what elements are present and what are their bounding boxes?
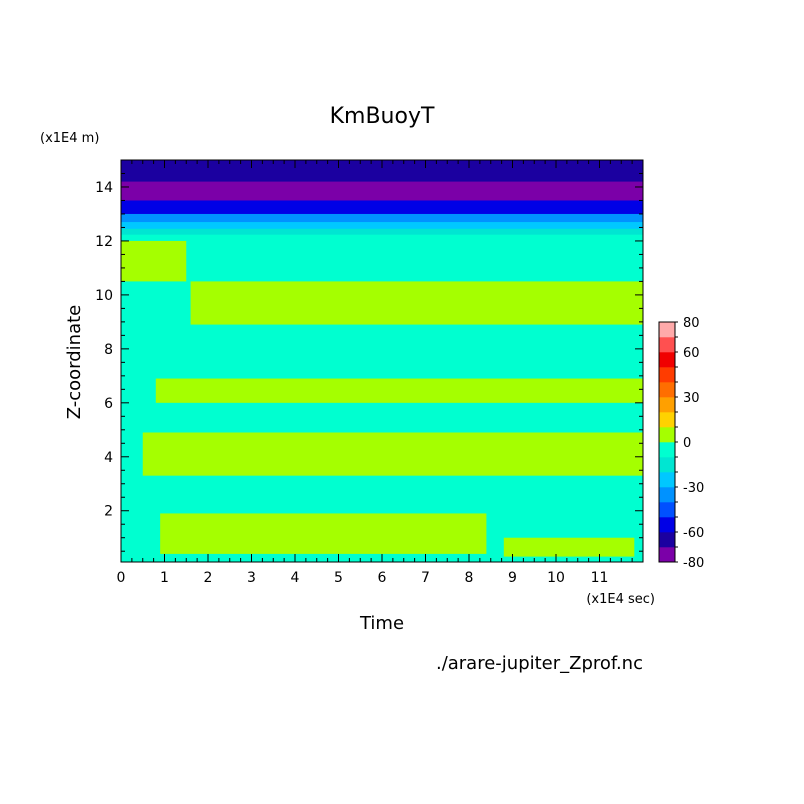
x-tick-label: 6 <box>378 570 387 586</box>
x-tick-label: 10 <box>547 570 565 586</box>
top-layer-2 <box>121 200 643 215</box>
x-tick-label: 4 <box>291 570 300 586</box>
x-tick-label: 5 <box>334 570 343 586</box>
colorbar-label: 0 <box>683 436 691 451</box>
y-unit-label: (x1E4 m) <box>40 131 99 146</box>
x-tick-label: 2 <box>204 570 213 586</box>
y-tick-label: 10 <box>95 288 113 304</box>
y-axis: 2 4 6 8 10 12 14 <box>95 159 643 552</box>
y-tick-label: 6 <box>104 396 113 412</box>
chart-title: KmBuoyT <box>330 104 435 129</box>
colorbar-segment <box>659 532 675 548</box>
top-layer-1 <box>121 181 643 201</box>
colorbar-segment <box>659 397 675 413</box>
colorbar-segment <box>659 382 675 398</box>
plot-area <box>120 159 644 563</box>
colorbar-label: 60 <box>683 346 700 361</box>
colorbar-label: -80 <box>683 556 704 571</box>
positive-band-3 <box>160 513 487 554</box>
colorbar-label: 30 <box>683 391 700 406</box>
y-tick-label: 14 <box>95 180 113 196</box>
x-tick-label: 1 <box>160 570 169 586</box>
colorbar-segment <box>659 472 675 488</box>
x-tick-label: 7 <box>421 570 430 586</box>
y-tick-label: 2 <box>104 504 113 520</box>
top-layer-4 <box>121 222 643 230</box>
x-tick-label: 11 <box>591 570 609 586</box>
colorbar-segment <box>659 322 675 338</box>
positive-band-2 <box>142 432 643 476</box>
x-tick-label: 8 <box>465 570 474 586</box>
x-axis: 0 1 2 3 4 5 6 7 8 9 10 11 <box>117 160 644 586</box>
colorbar-segment <box>659 487 675 503</box>
y-tick-label: 12 <box>95 234 113 250</box>
positive-band-1 <box>155 378 643 403</box>
colorbar-segment <box>659 427 675 443</box>
colorbar-segment <box>659 457 675 473</box>
positive-band-4 <box>121 240 187 282</box>
y-tick-label: 8 <box>104 342 113 358</box>
colorbar-segment <box>659 412 675 428</box>
plot-fill <box>121 160 643 562</box>
x-axis-label: Time <box>359 613 404 634</box>
x-tick-label: 9 <box>508 570 517 586</box>
positive-band-5 <box>503 537 635 557</box>
colorbar-label: -30 <box>683 481 704 496</box>
x-tick-label: 3 <box>247 570 256 586</box>
source-label: ./arare-jupiter_Zprof.nc <box>436 653 643 674</box>
colorbar-segment <box>659 517 675 533</box>
colorbar-label: 80 <box>683 316 700 331</box>
y-tick-label: 4 <box>104 450 113 466</box>
colorbar-segment <box>659 502 675 518</box>
colorbar-segment <box>659 337 675 353</box>
colorbar-segment <box>659 547 675 563</box>
colorbar-segment <box>659 352 675 368</box>
colorbar: -80 -60 -30 0 30 60 80 <box>658 316 704 571</box>
top-layer-5 <box>121 228 643 235</box>
colorbar-segment <box>659 367 675 383</box>
colorbar-segment <box>659 442 675 458</box>
y-axis-label: Z-coordinate <box>64 305 85 420</box>
x-tick-label: 0 <box>117 570 126 586</box>
colorbar-label: -60 <box>683 526 704 541</box>
top-layer-3 <box>121 213 643 223</box>
x-unit-label: (x1E4 sec) <box>586 592 655 607</box>
positive-band-0 <box>190 281 643 325</box>
